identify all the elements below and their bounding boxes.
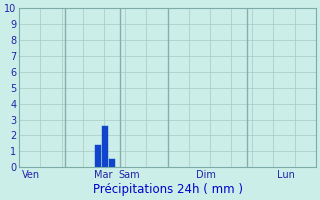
X-axis label: Précipitations 24h ( mm ): Précipitations 24h ( mm ) [92,183,243,196]
Bar [102,126,108,167]
Bar [95,145,101,167]
Bar [108,159,115,167]
